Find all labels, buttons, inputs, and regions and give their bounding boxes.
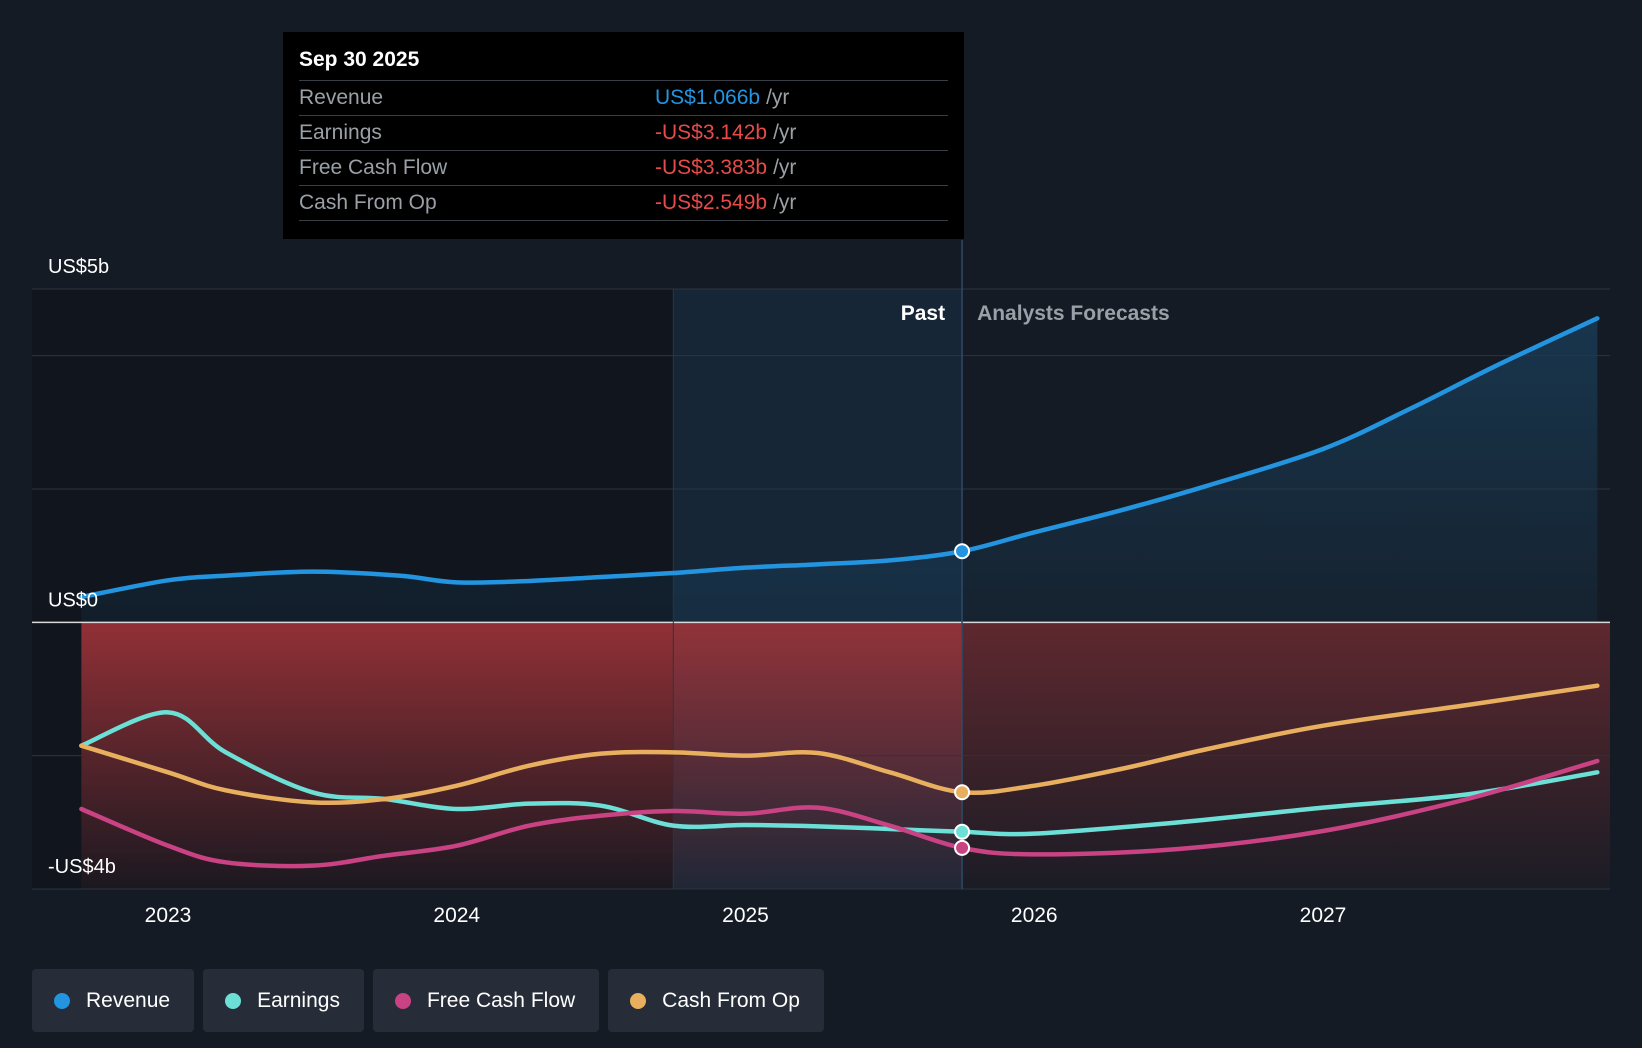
tooltip-value: -US$2.549b [655, 191, 768, 214]
x-axis-tick-label: 2023 [145, 904, 192, 927]
x-axis-tick-label: 2026 [1011, 904, 1058, 927]
legend-item-revenue[interactable]: Revenue [32, 969, 195, 1032]
legend-label: Cash From Op [662, 988, 800, 1012]
tooltip-label: Free Cash Flow [299, 156, 448, 179]
legend: Revenue Earnings Free Cash Flow Cash Fro… [32, 969, 824, 1032]
y-axis-label: US$0 [48, 589, 98, 611]
series-line-earnings [79, 710, 1600, 837]
forecast-label: Analysts Forecasts [977, 302, 1170, 325]
tooltip-label: Earnings [299, 121, 382, 144]
legend-dot-icon [630, 992, 647, 1009]
revenue-area [81, 318, 1598, 623]
tooltip-unit: /yr [773, 156, 797, 179]
x-axis-tick-label: 2025 [722, 904, 769, 927]
legend-dot-icon [394, 992, 411, 1009]
y-axis-label: US$5b [48, 256, 109, 278]
legend-label: Free Cash Flow [426, 988, 576, 1012]
marker-cash-from-op [954, 784, 971, 801]
y-axis-label: -US$4b [48, 856, 116, 878]
tooltip-row-earnings: Earnings -US$3.142b /yr [299, 115, 948, 150]
tooltip-date: Sep 30 2025 [299, 48, 420, 71]
tooltip-label: Revenue [299, 86, 384, 109]
tooltip-unit: /yr [773, 191, 797, 214]
tooltip-value: US$1.066b [655, 86, 761, 109]
marker-earnings [954, 823, 971, 840]
legend-label: Revenue [86, 988, 171, 1012]
x-axis-tick-label: 2027 [1300, 904, 1347, 927]
x-axis-tick-label: 2024 [433, 904, 480, 927]
tooltip: Sep 30 2025 Revenue US$1.066b /yr Earnin… [283, 32, 964, 239]
tooltip-label: Cash From Op [299, 191, 437, 214]
legend-dot-icon [225, 992, 242, 1009]
legend-dot-icon [54, 992, 70, 1009]
series-line-revenue [79, 316, 1600, 600]
legend-item-cash-from-op[interactable]: Cash From Op [608, 969, 824, 1032]
tooltip-row-cash-from-op: Cash From Op -US$2.549b /yr [299, 185, 948, 221]
series-line-free-cash-flow [79, 758, 1600, 869]
tooltip-row-free-cash-flow: Free Cash Flow -US$3.383b /yr [299, 150, 948, 185]
tooltip-row-revenue: Revenue US$1.066b /yr [299, 80, 948, 115]
marker-revenue [954, 543, 971, 560]
legend-item-free-cash-flow[interactable]: Free Cash Flow [372, 969, 600, 1032]
legend-item-earnings[interactable]: Earnings [203, 969, 364, 1032]
tooltip-value: -US$3.383b [655, 156, 768, 179]
tooltip-unit: /yr [773, 121, 797, 144]
marker-free-cash-flow [954, 839, 971, 856]
legend-label: Earnings [257, 988, 340, 1012]
tooltip-unit: /yr [766, 86, 790, 109]
series-line-cash-from-op [79, 683, 1600, 806]
past-label: Past [901, 302, 945, 325]
tooltip-value: -US$3.142b [655, 121, 768, 144]
